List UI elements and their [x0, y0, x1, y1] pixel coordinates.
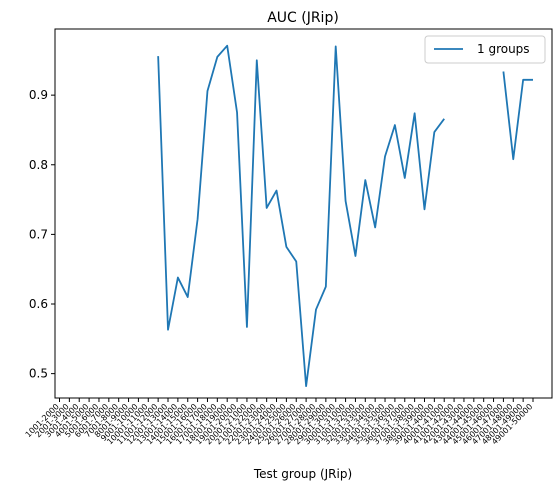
series-layer: [157, 44, 533, 388]
y-tick-label: 0.8: [29, 158, 48, 172]
y-axis: 0.5 0.6 0.7 0.8 0.9: [29, 88, 55, 381]
y-tick-label: 0.6: [29, 297, 48, 311]
y-tick-label: 0.7: [29, 227, 48, 241]
y-tick-label: 0.9: [29, 88, 48, 102]
legend-label: 1 groups: [477, 42, 530, 56]
plot-area: [54, 28, 553, 399]
series-line-segment: [157, 44, 445, 388]
series-line-segment: [502, 71, 533, 161]
legend-box: [424, 35, 546, 64]
x-axis: 1001-20002001-30003001-40004001-50005001…: [24, 398, 534, 446]
legend: 1 groups: [424, 35, 546, 64]
y-tick-label: 0.5: [29, 367, 48, 381]
chart-title: AUC (JRip): [267, 10, 339, 26]
x-axis-label: Test group (JRip): [253, 467, 352, 481]
